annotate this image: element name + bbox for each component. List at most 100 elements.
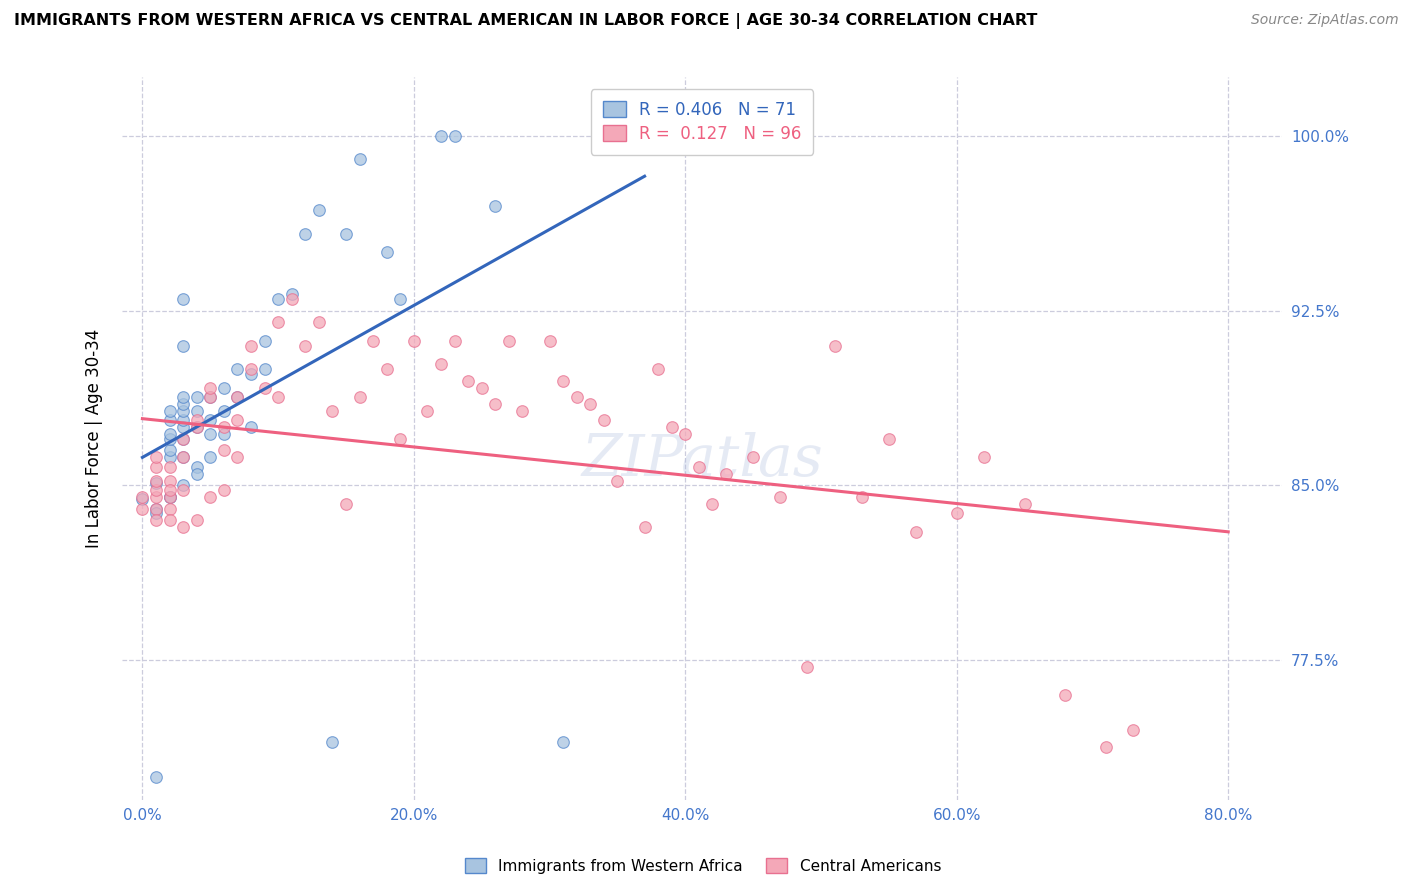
Point: [824, 338, 846, 352]
Point: [688, 459, 710, 474]
Point: [200, 380, 222, 394]
Point: [159, 404, 181, 418]
Point: [375, 245, 398, 260]
Point: [145, 490, 167, 504]
Point: [226, 362, 249, 376]
Point: [796, 660, 818, 674]
Point: [240, 338, 263, 352]
Point: [361, 334, 384, 348]
Point: [267, 390, 290, 404]
Point: [172, 432, 194, 446]
Point: [145, 476, 167, 491]
Point: [267, 315, 290, 329]
Point: [145, 450, 167, 465]
Point: [226, 390, 249, 404]
Point: [443, 334, 465, 348]
Point: [389, 432, 412, 446]
Point: [714, 467, 737, 481]
Point: [186, 390, 208, 404]
Point: [416, 404, 439, 418]
Point: [172, 413, 194, 427]
Point: [145, 770, 167, 784]
Point: [702, 497, 724, 511]
Point: [1122, 723, 1144, 738]
Y-axis label: In Labor Force | Age 30-34: In Labor Force | Age 30-34: [86, 329, 103, 549]
Point: [579, 397, 602, 411]
Point: [905, 524, 928, 539]
Point: [172, 390, 194, 404]
Point: [553, 374, 575, 388]
Point: [159, 443, 181, 458]
Point: [186, 420, 208, 434]
Point: [226, 413, 249, 427]
Point: [851, 490, 873, 504]
Point: [172, 450, 194, 465]
Point: [212, 427, 235, 442]
Point: [538, 334, 561, 348]
Point: [240, 367, 263, 381]
Point: [145, 513, 167, 527]
Point: [673, 427, 696, 442]
Point: [212, 420, 235, 434]
Point: [308, 203, 330, 218]
Point: [172, 397, 194, 411]
Point: [200, 390, 222, 404]
Point: [200, 490, 222, 504]
Point: [131, 492, 153, 507]
Point: [159, 432, 181, 446]
Point: [375, 362, 398, 376]
Point: [484, 397, 506, 411]
Point: [212, 380, 235, 394]
Point: [240, 420, 263, 434]
Point: [172, 338, 194, 352]
Point: [349, 390, 371, 404]
Legend: R = 0.406   N = 71, R =  0.127   N = 96: R = 0.406 N = 71, R = 0.127 N = 96: [591, 89, 814, 154]
Point: [457, 374, 479, 388]
Point: [159, 450, 181, 465]
Text: ZIPatlas: ZIPatlas: [582, 433, 823, 489]
Point: [945, 507, 967, 521]
Point: [159, 459, 181, 474]
Point: [186, 413, 208, 427]
Point: [321, 404, 343, 418]
Point: [226, 390, 249, 404]
Point: [661, 420, 683, 434]
Point: [145, 501, 167, 516]
Point: [592, 413, 614, 427]
Point: [335, 497, 357, 511]
Point: [1054, 688, 1077, 702]
Point: [402, 334, 425, 348]
Point: [159, 490, 181, 504]
Point: [159, 413, 181, 427]
Point: [1014, 497, 1036, 511]
Point: [565, 390, 588, 404]
Point: [145, 459, 167, 474]
Point: [172, 520, 194, 534]
Point: [430, 128, 453, 143]
Point: [253, 362, 276, 376]
Point: [186, 467, 208, 481]
Point: [200, 413, 222, 427]
Point: [606, 474, 628, 488]
Point: [131, 501, 153, 516]
Point: [294, 338, 316, 352]
Point: [226, 450, 249, 465]
Point: [172, 420, 194, 434]
Point: [159, 483, 181, 497]
Point: [267, 292, 290, 306]
Point: [973, 450, 995, 465]
Point: [280, 287, 302, 301]
Point: [769, 490, 792, 504]
Point: [321, 735, 343, 749]
Point: [430, 357, 453, 371]
Point: [349, 152, 371, 166]
Point: [253, 380, 276, 394]
Point: [172, 478, 194, 492]
Point: [484, 199, 506, 213]
Point: [742, 450, 765, 465]
Point: [633, 128, 655, 143]
Point: [200, 427, 222, 442]
Point: [159, 427, 181, 442]
Point: [159, 513, 181, 527]
Point: [280, 292, 302, 306]
